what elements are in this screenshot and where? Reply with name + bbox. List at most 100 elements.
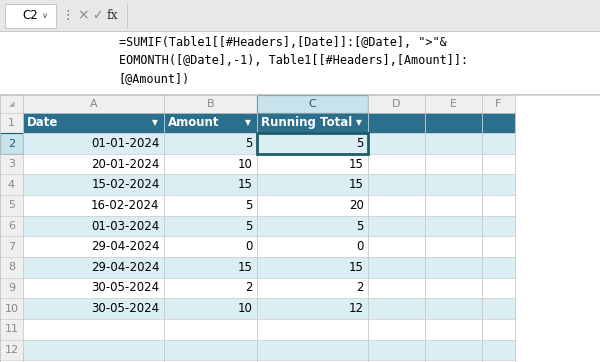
Bar <box>368 216 425 236</box>
Text: Date: Date <box>27 117 58 129</box>
Text: 15: 15 <box>349 158 364 171</box>
Bar <box>0 195 23 216</box>
Text: 0: 0 <box>356 240 364 253</box>
Text: 15-02-2024: 15-02-2024 <box>91 178 160 191</box>
Text: 12: 12 <box>4 345 19 355</box>
Text: Amount: Amount <box>168 117 220 129</box>
Text: 0: 0 <box>245 240 253 253</box>
Bar <box>257 113 368 133</box>
Text: E: E <box>450 99 457 109</box>
Bar <box>0 319 23 340</box>
Bar <box>368 236 425 257</box>
Text: 4: 4 <box>8 180 15 190</box>
Bar <box>425 216 482 236</box>
Text: 29-04-2024: 29-04-2024 <box>91 261 160 274</box>
Bar <box>23 236 164 257</box>
Bar <box>164 340 257 360</box>
Text: 20: 20 <box>349 199 364 212</box>
Text: =SUMIF(Table1[[#Headers],[Date]]:[@Date], ">"&: =SUMIF(Table1[[#Headers],[Date]]:[@Date]… <box>119 36 446 49</box>
Bar <box>257 95 368 113</box>
Bar <box>0 32 600 95</box>
Bar <box>257 174 368 195</box>
Bar <box>0 154 23 174</box>
Bar <box>368 113 425 133</box>
Text: ✓: ✓ <box>92 9 102 22</box>
Text: 30-05-2024: 30-05-2024 <box>91 282 160 294</box>
Bar <box>425 298 482 319</box>
Text: 5: 5 <box>8 201 15 210</box>
Bar <box>0 216 23 236</box>
Bar <box>482 340 515 360</box>
Text: 5: 5 <box>245 199 253 212</box>
Bar <box>368 319 425 340</box>
Bar <box>23 174 164 195</box>
Bar <box>425 319 482 340</box>
Bar <box>164 113 257 133</box>
Text: ⋮: ⋮ <box>62 9 74 22</box>
Bar <box>23 340 164 360</box>
Bar <box>164 133 257 154</box>
Bar <box>0 236 23 257</box>
Bar <box>257 319 368 340</box>
Bar <box>164 174 257 195</box>
Text: 30-05-2024: 30-05-2024 <box>91 302 160 315</box>
Bar <box>164 154 257 174</box>
Text: ◢: ◢ <box>9 101 14 107</box>
Bar <box>368 195 425 216</box>
Bar <box>482 113 515 133</box>
Bar <box>482 133 515 154</box>
Text: 11: 11 <box>4 324 19 334</box>
Bar <box>368 278 425 298</box>
Bar <box>425 95 482 113</box>
Bar <box>0 174 23 195</box>
Bar <box>482 257 515 278</box>
Bar <box>257 216 368 236</box>
Bar <box>368 257 425 278</box>
Text: 15: 15 <box>349 178 364 191</box>
Bar <box>5 4 56 28</box>
Text: 10: 10 <box>238 302 253 315</box>
Text: 6: 6 <box>8 221 15 231</box>
Bar <box>257 133 368 154</box>
Text: B: B <box>206 99 214 109</box>
Bar <box>257 195 368 216</box>
Bar <box>164 257 257 278</box>
Bar <box>23 278 164 298</box>
Text: 5: 5 <box>356 137 364 150</box>
Bar <box>257 278 368 298</box>
Bar <box>23 257 164 278</box>
Bar <box>164 319 257 340</box>
Text: 20-01-2024: 20-01-2024 <box>91 158 160 171</box>
Bar <box>482 216 515 236</box>
Bar <box>0 95 23 113</box>
Text: ×: × <box>77 9 88 23</box>
Text: ▼: ▼ <box>356 118 362 127</box>
Bar <box>0 95 600 362</box>
Text: 16-02-2024: 16-02-2024 <box>91 199 160 212</box>
Text: [@Amount]): [@Amount]) <box>119 72 190 85</box>
Text: 01-03-2024: 01-03-2024 <box>91 220 160 232</box>
Text: 2: 2 <box>245 282 253 294</box>
Text: 01-01-2024: 01-01-2024 <box>91 137 160 150</box>
Bar <box>425 133 482 154</box>
Bar <box>0 0 600 32</box>
Bar <box>164 216 257 236</box>
Text: ▼: ▼ <box>245 118 251 127</box>
Bar <box>257 133 368 154</box>
Bar <box>164 298 257 319</box>
Text: F: F <box>495 99 502 109</box>
Bar <box>0 94 600 95</box>
Bar <box>0 298 23 319</box>
Text: 5: 5 <box>245 137 253 150</box>
Bar <box>425 257 482 278</box>
Bar <box>482 174 515 195</box>
Bar <box>368 95 425 113</box>
Bar <box>482 154 515 174</box>
Bar <box>425 340 482 360</box>
Bar <box>257 257 368 278</box>
Bar <box>23 298 164 319</box>
Bar <box>482 278 515 298</box>
Bar <box>425 195 482 216</box>
Bar <box>23 133 164 154</box>
Text: 7: 7 <box>8 242 15 252</box>
